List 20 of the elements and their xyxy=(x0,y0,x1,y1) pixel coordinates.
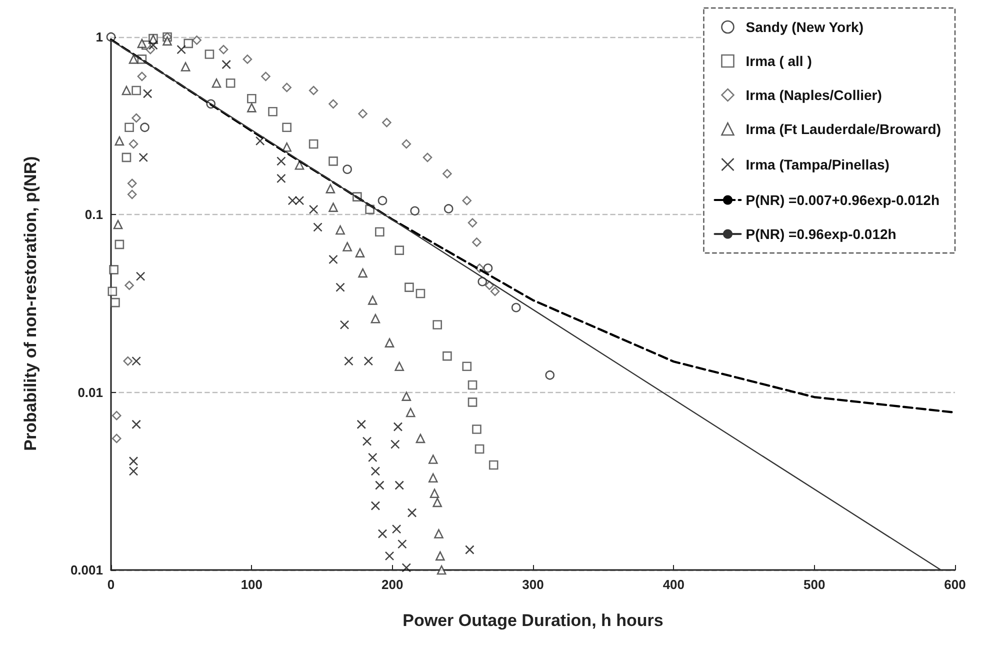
legend-label: Irma (Ft Lauderdale/Broward) xyxy=(746,121,942,137)
x-tick-label: 500 xyxy=(803,577,826,592)
legend-label: P(NR) =0.007+0.96exp-0.012h xyxy=(746,192,940,208)
legend-label: Irma (Tampa/Pinellas) xyxy=(746,156,890,172)
legend-label: P(NR) =0.96exp-0.012h xyxy=(746,226,896,242)
y-axis-title: Probability of non-restoration, p(NR) xyxy=(21,156,40,451)
x-axis-title: Power Outage Duration, h hours xyxy=(402,611,664,630)
y-tick-label: 0.01 xyxy=(78,384,103,400)
x-tick-label: 400 xyxy=(662,577,685,592)
legend-label: Irma ( all ) xyxy=(746,53,812,69)
x-tick-label: 600 xyxy=(944,577,966,592)
x-tick-label: 0 xyxy=(107,577,115,592)
x-tick-label: 300 xyxy=(522,577,544,592)
y-tick-label: 1 xyxy=(96,30,103,44)
y-tick-label: 0.1 xyxy=(84,207,103,222)
y-tick-label: 0.001 xyxy=(70,562,103,578)
legend-label: Sandy (New York) xyxy=(746,19,864,35)
legend-label: Irma (Naples/Collier) xyxy=(746,87,882,103)
x-tick-label: 100 xyxy=(240,577,263,592)
x-tick-label: 200 xyxy=(381,577,404,592)
